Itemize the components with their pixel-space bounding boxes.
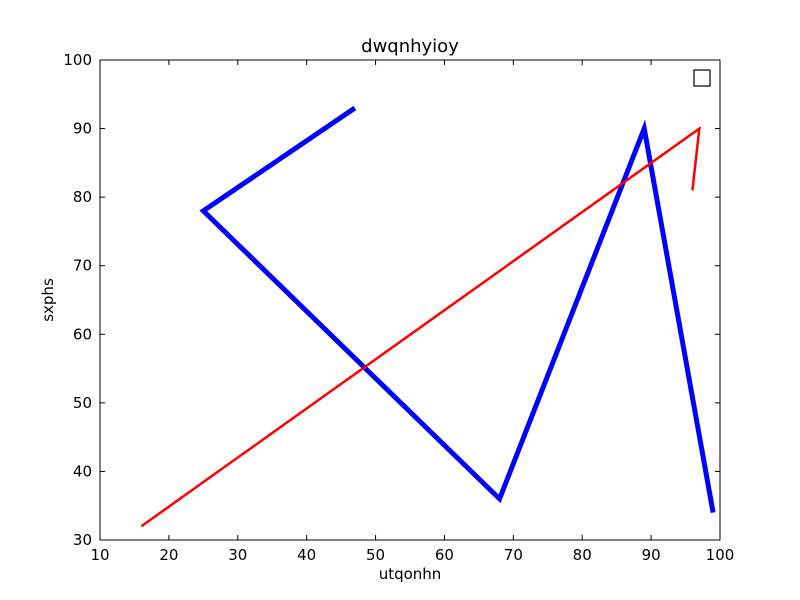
series-line-2 (140, 125, 701, 528)
y-tick-label: 80 (73, 188, 92, 206)
y-tick-label: 30 (73, 531, 92, 549)
y-tick-label: 90 (73, 120, 92, 138)
y-tick-label: 60 (73, 325, 92, 343)
x-tick-label: 80 (573, 546, 592, 564)
axes-frame (99, 59, 721, 541)
x-tick-label: 70 (504, 546, 523, 564)
chart-title: dwqnhyioy (361, 36, 459, 57)
x-tick-label: 20 (159, 546, 178, 564)
y-axis-label: sxphs (39, 278, 57, 322)
x-tick-label: 40 (297, 546, 316, 564)
legend-box (693, 69, 711, 87)
x-tick-label: 50 (366, 546, 385, 564)
y-tick-label: 40 (73, 462, 92, 480)
x-tick-label: 10 (90, 546, 109, 564)
y-tick-label: 70 (73, 257, 92, 275)
y-tick-label: 100 (63, 51, 92, 69)
plot-area: 10 20 30 40 50 60 70 80 90 100 30 40 50 60 70 80 90 100 (63, 51, 734, 564)
x-axis-label: utqonhn (379, 565, 442, 583)
series-layer (140, 105, 716, 528)
ticks-layer: 10 20 30 40 50 60 70 80 90 100 30 40 50 60 70 80 90 100 (63, 51, 734, 564)
x-tick-label: 30 (228, 546, 247, 564)
y-tick-label: 50 (73, 394, 92, 412)
x-tick-label: 60 (435, 546, 454, 564)
series-line-1 (199, 105, 716, 514)
x-tick-label: 90 (642, 546, 661, 564)
x-tick-label: 100 (706, 546, 735, 564)
